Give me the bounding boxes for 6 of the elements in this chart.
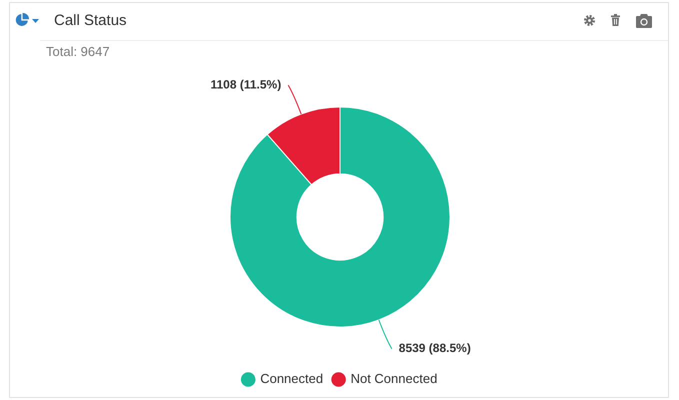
legend-label: Connected: [260, 371, 324, 386]
legend-label: Not Connected: [350, 371, 438, 386]
text: Call Status: [54, 12, 127, 30]
data-label: 1108 (11.5%): [210, 77, 282, 92]
text: Total: 9647: [46, 44, 110, 60]
data-label: 8539 (88.5%): [398, 341, 471, 356]
